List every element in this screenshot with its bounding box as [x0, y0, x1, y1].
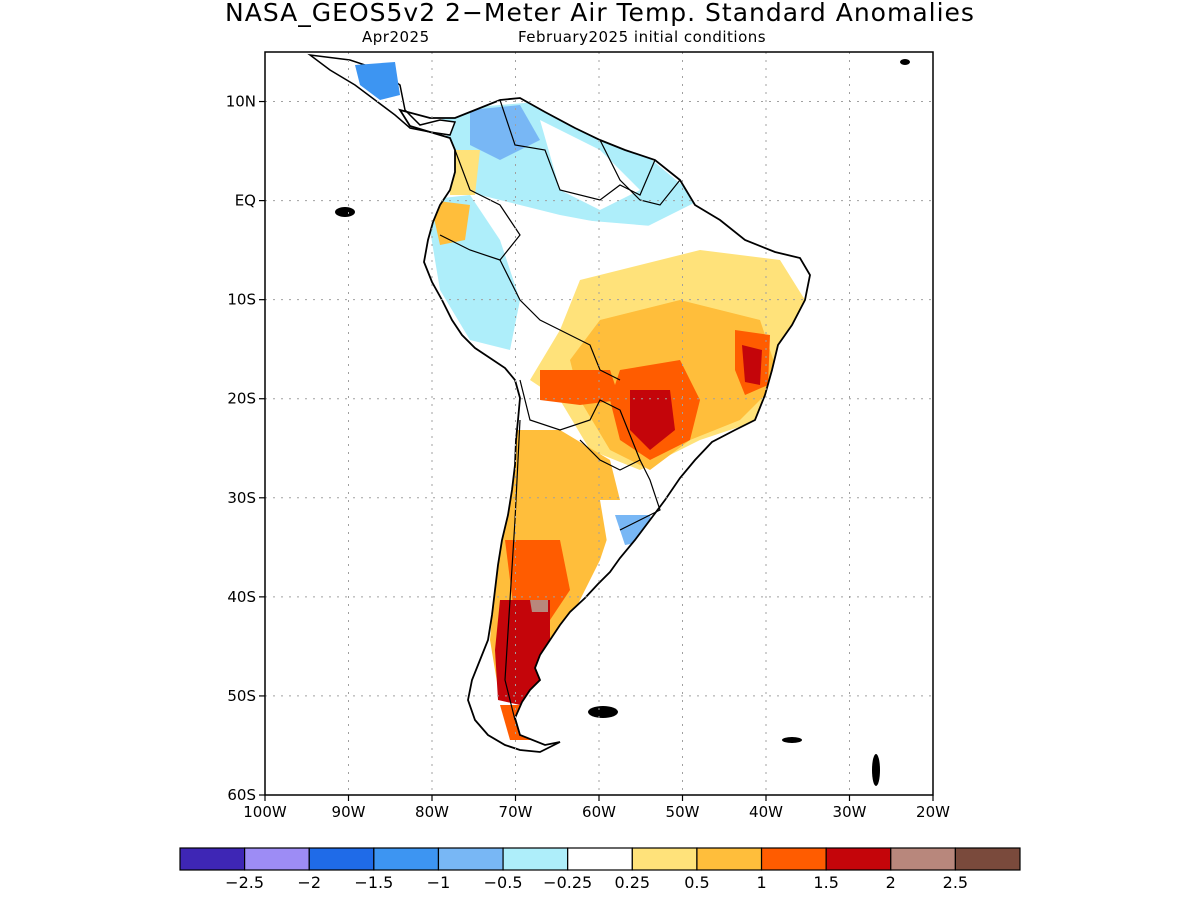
lat-tick-label: 20S: [227, 390, 256, 408]
border-chile-argentina: [504, 419, 521, 721]
colorbar-swatch: [244, 847, 310, 871]
warm-anomaly-area-colombia-west: [450, 150, 480, 195]
islands: [335, 59, 910, 786]
colorbar-swatch: [502, 847, 569, 871]
colorbar-labels: −2.5 −2 −1.5 −1 −0.5 −0.25 0.25 0.5 1 1.5 2 2.5: [225, 873, 968, 892]
lon-tick-label: 70W: [499, 803, 533, 821]
south-georgia-island: [782, 737, 802, 743]
colorbar-tick-label: −0.5: [484, 873, 523, 892]
lon-tick-label: 20W: [916, 803, 950, 821]
extreme-anomaly-area-patagonia: [530, 600, 548, 612]
lon-tick-label: 90W: [332, 803, 366, 821]
lon-tick-label: 100W: [243, 803, 287, 821]
colorbar-tick-label: −1.5: [354, 873, 393, 892]
falkland-islands: [588, 706, 618, 718]
warm-anomaly-area-ecuador: [430, 200, 470, 245]
lon-tick-label: 40W: [749, 803, 783, 821]
lat-tick-label: EQ: [235, 192, 256, 210]
lon-tick-label: 60W: [582, 803, 616, 821]
lat-tick-label: 40S: [227, 588, 256, 606]
lat-tick-label: 10N: [226, 93, 256, 111]
colorbar-tick-label: −1: [427, 873, 451, 892]
colorbar-swatch: [825, 847, 892, 871]
neutral-area-venezuela: [540, 120, 640, 210]
warm-anomaly-area-bolivia: [540, 370, 620, 405]
border-colombia-venezuela: [499, 99, 656, 201]
lat-tick-label: 10S: [227, 291, 256, 309]
border-colombia-ecuador-peru: [439, 149, 521, 261]
colorbar-swatch: [179, 847, 246, 871]
colorbar-swatch: [890, 847, 956, 871]
strong-anomaly-area-mato-grosso: [630, 390, 675, 450]
colorbar-swatch: [437, 847, 504, 871]
forecast-month: Apr2025: [362, 28, 430, 46]
lon-tick-label: 80W: [415, 803, 449, 821]
border-bolivia-paraguay: [519, 379, 641, 471]
colorbar-swatch: [954, 847, 1021, 871]
colorbar-swatch: [308, 847, 375, 871]
lat-tick-label: 50S: [227, 687, 256, 705]
colorbar-tick-label: −2: [297, 873, 321, 892]
south-america-coastline: [398, 97, 811, 753]
colorbar-tick-label: 2: [886, 873, 896, 892]
colorbar-tick-label: 1: [756, 873, 766, 892]
colorbar-swatch: [373, 847, 440, 871]
initial-conditions: February2025 initial conditions: [518, 28, 767, 46]
colorbar-tick-label: −0.25: [543, 873, 592, 892]
colorbar-tick-label: −2.5: [225, 873, 264, 892]
colorbar-swatch: [631, 847, 698, 871]
colorbar-swatch: [567, 847, 633, 871]
border-guianas: [599, 139, 681, 206]
national-borders: [439, 99, 681, 721]
colorbar-swatch: [696, 847, 763, 871]
cool-anomaly-area-central-america: [355, 62, 400, 100]
map-title: NASA_GEOS5v2 2−Meter Air Temp. Standard …: [225, 0, 975, 27]
strong-anomaly-area-bahia: [742, 345, 762, 385]
longitude-labels: 100W 90W 80W 70W 60W 50W 40W 30W 20W: [243, 795, 950, 821]
colorbar-tick-label: 2.5: [943, 873, 968, 892]
south-sandwich-islands: [872, 754, 880, 786]
lat-tick-label: 30S: [227, 489, 256, 507]
lon-tick-label: 30W: [833, 803, 867, 821]
colorbar-tick-label: 0.25: [614, 873, 650, 892]
lon-tick-label: 50W: [666, 803, 700, 821]
colorbar-swatch: [760, 847, 827, 871]
colorbar-tick-label: 0.5: [684, 873, 709, 892]
caribbean-islands: [900, 59, 910, 65]
colorbar: [179, 847, 1021, 871]
lat-tick-label: 60S: [227, 786, 256, 804]
latitude-labels: 10N EQ 10S 20S 30S 40S 50S 60S: [226, 93, 265, 804]
colorbar-tick-label: 1.5: [813, 873, 838, 892]
galapagos-islands: [335, 207, 355, 217]
border-peru-brazil-bolivia: [499, 259, 621, 381]
border-argentina-brazil-uruguay: [619, 459, 661, 531]
